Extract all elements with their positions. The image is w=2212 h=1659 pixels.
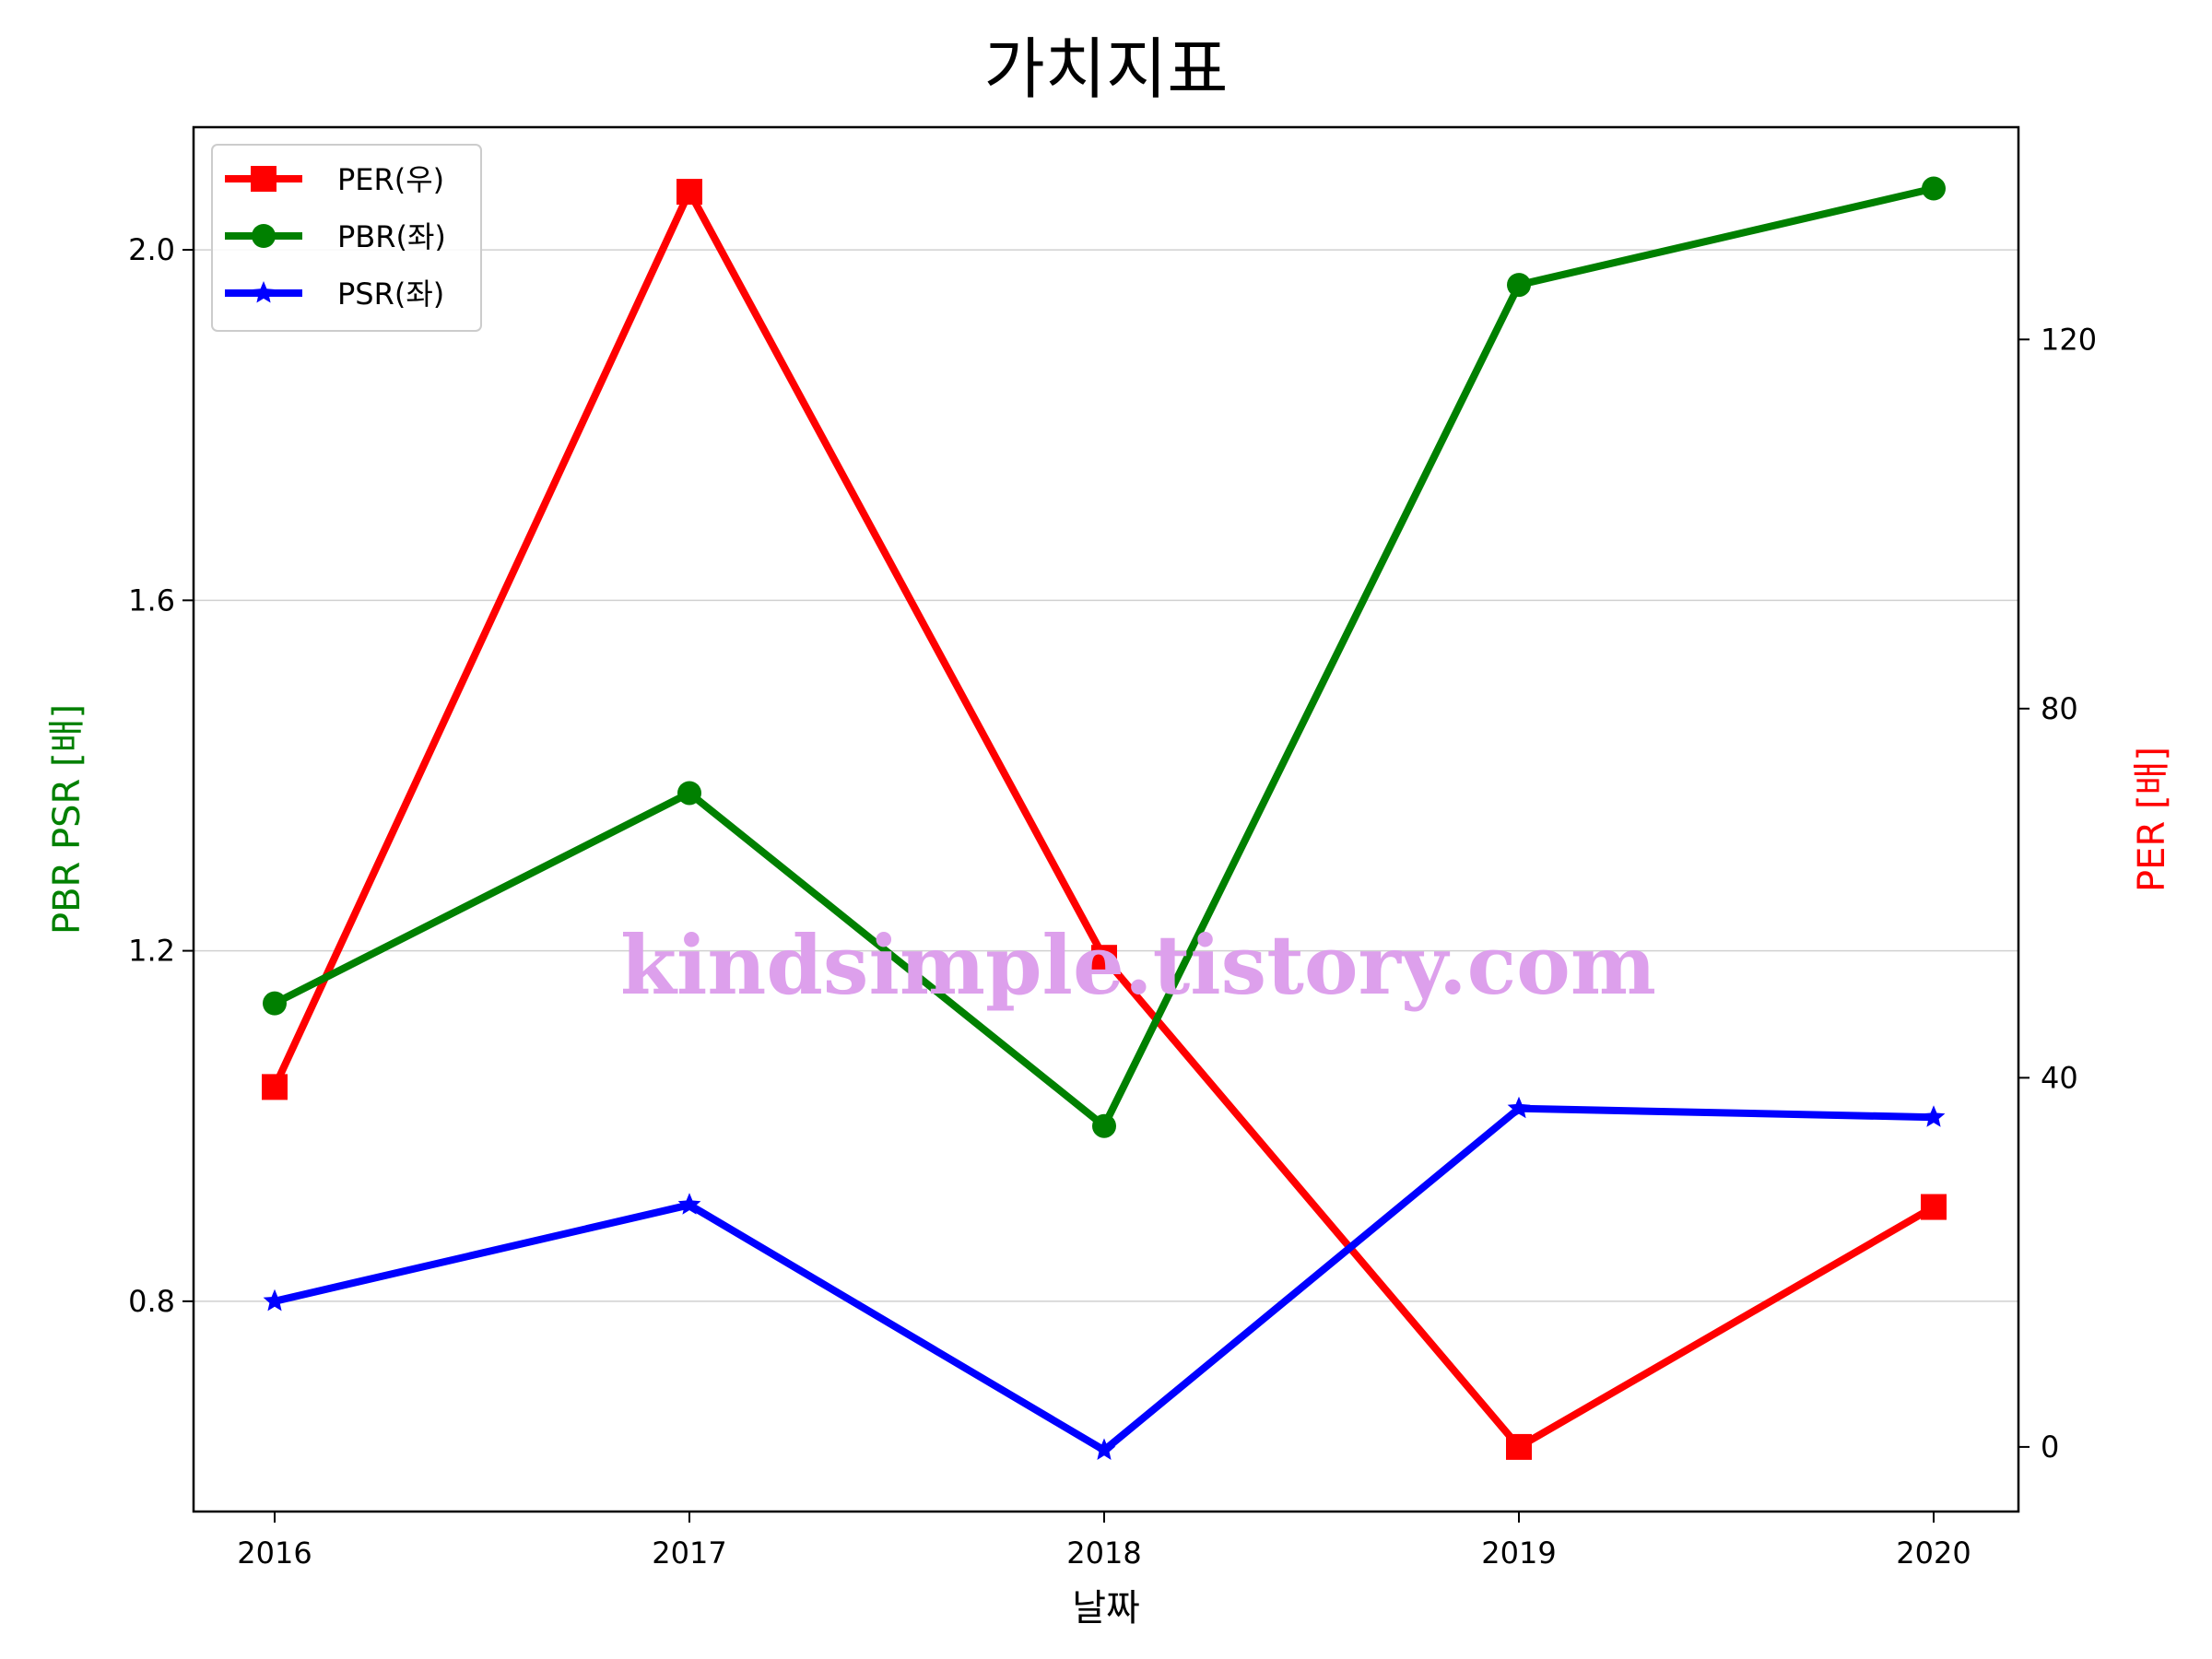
data-point-pbr [263, 991, 287, 1016]
series-line-per [271, 188, 1937, 1451]
gridlines [194, 249, 2018, 1302]
legend: PER(우) PBR(좌) PSR(좌) [211, 144, 482, 332]
left-y-tick-label: 1.6 [128, 582, 175, 618]
data-point-psr [677, 1193, 701, 1215]
watermark: kindsimple.tistory.com [620, 917, 1656, 1013]
series-layer [262, 176, 1947, 1460]
right-y-tick-label: 40 [2041, 1060, 2078, 1095]
series-per [262, 179, 1947, 1460]
x-axis: 2016 2017 2018 2019 2020 [237, 1512, 1971, 1571]
right-y-axis-label: PER [배] [2131, 747, 2173, 892]
data-point-pbr [1507, 273, 1531, 298]
legend-marker-pbr [252, 224, 276, 248]
x-axis-label: 날짜 [1072, 1587, 1140, 1630]
data-point-per [677, 179, 702, 206]
series-psr [263, 1096, 1946, 1460]
x-tick-label: 2019 [1481, 1535, 1556, 1571]
left-y-tick-label: 0.8 [128, 1284, 175, 1319]
right-y-tick-label: 80 [2041, 691, 2078, 726]
plot-frame [192, 125, 2020, 1513]
legend-label-psr: PSR(좌) [337, 276, 444, 312]
x-tick-label: 2020 [1896, 1535, 1971, 1571]
data-point-psr [1092, 1438, 1116, 1460]
series-pbr [263, 176, 1946, 1138]
data-point-per [1506, 1433, 1532, 1460]
watermark-text: kindsimple.tistory.com [620, 917, 1656, 1013]
right-y-axis: 0 40 80 120 [2018, 322, 2097, 1465]
data-point-pbr [1922, 176, 1946, 201]
legend-label-per: PER(우) [337, 162, 444, 197]
right-y-tick-label: 0 [2041, 1430, 2059, 1465]
x-tick-label: 2016 [237, 1535, 312, 1571]
legend-marker-psr [252, 281, 276, 303]
legend-marker-per [251, 166, 276, 192]
data-point-psr [1922, 1105, 1946, 1127]
left-y-tick-label: 2.0 [128, 232, 175, 267]
legend-box [211, 144, 482, 332]
data-point-per [1921, 1194, 1947, 1220]
chart-title: 가치지표 [984, 30, 1229, 108]
data-point-per [1091, 945, 1117, 971]
left-y-axis-label: PBR PSR [배] [46, 704, 88, 935]
data-point-psr [263, 1288, 287, 1312]
left-y-axis: 0.8 1.2 1.6 2.0 [128, 232, 194, 1319]
left-y-tick-label: 1.2 [128, 934, 175, 969]
series-line-psr [271, 1104, 1937, 1454]
x-tick-label: 2017 [652, 1535, 726, 1571]
right-y-tick-label: 120 [2041, 322, 2097, 357]
data-point-pbr [1092, 1113, 1116, 1138]
x-tick-label: 2018 [1066, 1535, 1141, 1571]
legend-label-pbr: PBR(좌) [337, 219, 446, 254]
data-point-per [262, 1074, 288, 1100]
data-point-pbr [677, 781, 701, 806]
data-point-psr [1507, 1096, 1531, 1119]
